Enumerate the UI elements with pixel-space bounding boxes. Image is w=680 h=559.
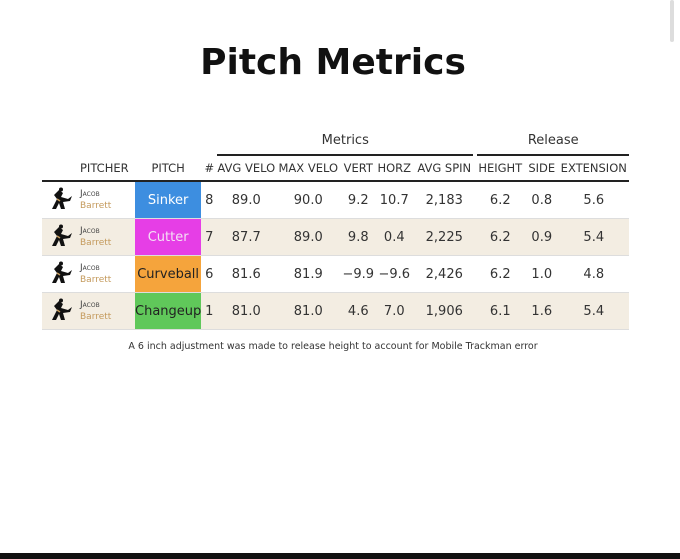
scrollbar [670,0,674,42]
value-cell: 9.8 [341,218,376,256]
pitch-cell: Changeup [135,292,202,330]
data-row: Jacob Barrett Cutter 7 87.7 89.0 9.8 0.4 2,225 6.… [42,218,630,256]
column-header: AVG VELO [217,155,276,182]
logo-cell [42,218,80,256]
metrics-table: Metrics Release PITCHER PITCH # AVG VELO MAX… [42,126,630,330]
value-cell: 0.4 [375,218,414,256]
value-cell: 89.0 [275,218,342,256]
value-cell: 1 [201,292,218,330]
pitcher-cell: Jacob Barrett [80,255,135,293]
pitcher-first: Jacob [80,263,100,273]
value-cell: 4.6 [341,292,376,330]
group-row: Metrics Release [42,126,630,156]
pitcher-first: Jacob [80,189,100,199]
column-header: AVG SPIN [413,155,476,182]
value-cell: 81.0 [275,292,342,330]
footnote: A 6 inch adjustment was made to release … [128,341,538,352]
value-cell: 90.0 [275,181,342,219]
value-cell: 1.6 [525,292,559,330]
value-cell: 5.6 [558,181,630,219]
value-cell: 81.9 [275,255,342,293]
value-cell: 4.8 [558,255,630,293]
logo-cell [42,292,80,330]
pitcher-last: Barrett [80,201,112,211]
value-cell: 6.2 [475,181,526,219]
value-cell: 2,183 [413,181,476,219]
value-cell: 7.0 [375,292,414,330]
column-header: SIDE [525,155,559,182]
value-cell: −9.6 [375,255,414,293]
column-header: PITCH [135,155,202,182]
column-header: PITCHER [80,155,135,182]
team-logo [52,187,72,209]
value-cell: 87.7 [217,218,276,256]
pitcher-cell: Jacob Barrett [80,181,135,219]
value-cell: 7 [201,218,218,256]
column-header: MAX VELO [275,155,342,182]
pitch-cell: Curveball [135,255,202,293]
value-cell: 81.6 [217,255,276,293]
team-logo [52,224,72,246]
pitcher-first: Jacob [80,300,100,310]
value-cell: 5.4 [558,292,630,330]
value-cell: 8 [201,181,218,219]
team-logo [52,261,72,283]
value-cell: −9.9 [341,255,376,293]
data-row: Jacob Barrett Curveball 6 81.6 81.9 −9.9 −9.6 2,… [42,255,630,293]
bottom-bar [0,553,680,559]
value-cell: 9.2 [341,181,376,219]
team-logo [52,298,72,320]
value-cell: 10.7 [375,181,414,219]
column-header: VERT [341,155,376,182]
data-row: Jacob Barrett Changeup 1 81.0 81.0 4.6 7.0 1,906… [42,292,630,330]
pitcher-cell: Jacob Barrett [80,292,135,330]
pitcher-cell: Jacob Barrett [80,218,135,256]
column-header: HEIGHT [475,155,526,182]
pitcher-last: Barrett [80,238,112,248]
value-cell: 6.1 [475,292,526,330]
logo-cell [42,255,80,293]
logo-cell [42,181,80,219]
data-row: Jacob Barrett Sinker 8 89.0 90.0 9.2 10.7 2,183 6… [42,181,630,219]
value-cell: 6.2 [475,218,526,256]
column-header: HORZ [375,155,414,182]
value-cell: 81.0 [217,292,276,330]
column-header: EXTENSION [558,155,630,182]
value-cell: 2,426 [413,255,476,293]
value-cell: 0.9 [525,218,559,256]
pitch-cell: Sinker [135,181,202,219]
header-row: PITCHER PITCH # AVG VELO MAX VELO VERT HORZ AVG… [42,155,630,182]
value-cell: 2,225 [413,218,476,256]
group-header: Release [473,126,630,156]
value-cell: 0.8 [525,181,559,219]
pitcher-first: Jacob [80,226,100,236]
value-cell: 1.0 [525,255,559,293]
title: Pitch Metrics [200,42,466,83]
value-cell: 6 [201,255,218,293]
pitch-cell: Cutter [135,218,202,256]
value-cell: 5.4 [558,218,630,256]
value-cell: 89.0 [217,181,276,219]
group-header: Metrics [217,126,476,156]
pitcher-last: Barrett [80,275,112,285]
value-cell: 6.2 [475,255,526,293]
value-cell: 1,906 [413,292,476,330]
pitcher-last: Barrett [80,312,112,322]
column-header: # [201,155,218,182]
